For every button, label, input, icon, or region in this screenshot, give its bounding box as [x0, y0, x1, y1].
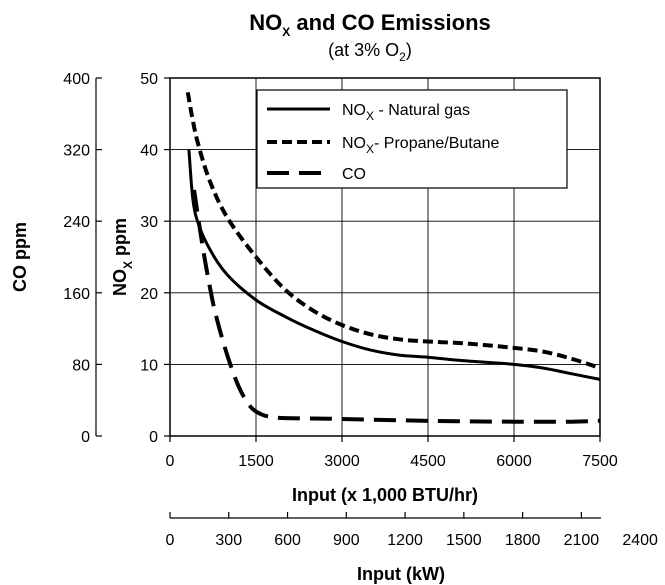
y-tick-label: 40 [140, 143, 158, 160]
legend-label-co: CO [342, 166, 366, 183]
x-tick-label: 6000 [496, 453, 532, 470]
co-tick-label: 240 [63, 214, 90, 231]
x-tick-label: 7500 [582, 453, 618, 470]
kw-tick-label: 1800 [505, 532, 541, 549]
chart-title: NOX and CO Emissions [249, 10, 491, 39]
nox-axis-title: NOX ppm [110, 218, 135, 296]
kw-tick-label: 1200 [387, 532, 423, 549]
kw-tick-label: 0 [166, 532, 175, 549]
y-tick-label: 30 [140, 214, 158, 231]
y-tick-label: 0 [149, 429, 158, 446]
kw-tick-label: 2400 [622, 532, 658, 549]
x2-axis-title: Input (kW) [357, 564, 445, 584]
y-tick-label: 50 [140, 71, 158, 88]
co-tick-label: 160 [63, 286, 90, 303]
co-tick-label: 320 [63, 143, 90, 160]
plot-frame [169, 77, 601, 437]
x-axis-ticks: 0 1500 3000 4500 6000 7500 [166, 436, 618, 470]
y-tick-label: 10 [140, 357, 158, 374]
series-co [192, 189, 601, 424]
co-tick-label: 400 [63, 71, 90, 88]
x-axis-title: Input (x 1,000 BTU/hr) [292, 485, 478, 505]
co-tick-label: 80 [72, 357, 90, 374]
kw-axis: 0 300 600 900 1200 1500 1800 2100 2400 [166, 512, 658, 549]
y-axis-ticks: 0 10 20 30 40 50 [140, 71, 170, 446]
kw-tick-label: 2100 [564, 532, 600, 549]
series-nox-propane-butane [185, 91, 601, 370]
y-tick-label: 20 [140, 286, 158, 303]
data-series [185, 91, 601, 424]
kw-tick-label: 900 [333, 532, 360, 549]
co-axis-title: CO ppm [10, 222, 30, 292]
kw-tick-label: 300 [215, 532, 242, 549]
series-nox-natural-gas [187, 149, 601, 381]
co-tick-label: 0 [81, 429, 90, 446]
co-axis: 0 80 160 240 320 400 [63, 71, 102, 446]
legend: NOX - Natural gas NOX- Propane/Butane CO [256, 89, 568, 189]
chart-subtitle: (at 3% O2) [328, 40, 412, 64]
x-tick-label: 4500 [410, 453, 446, 470]
legend-label-natural-gas: NOX - Natural gas [342, 102, 470, 123]
x-tick-label: 1500 [238, 453, 274, 470]
x-tick-label: 3000 [324, 453, 360, 470]
kw-tick-label: 1500 [446, 532, 482, 549]
x-tick-label: 0 [166, 453, 175, 470]
legend-label-propane: NOX- Propane/Butane [342, 135, 500, 156]
kw-tick-label: 600 [274, 532, 301, 549]
